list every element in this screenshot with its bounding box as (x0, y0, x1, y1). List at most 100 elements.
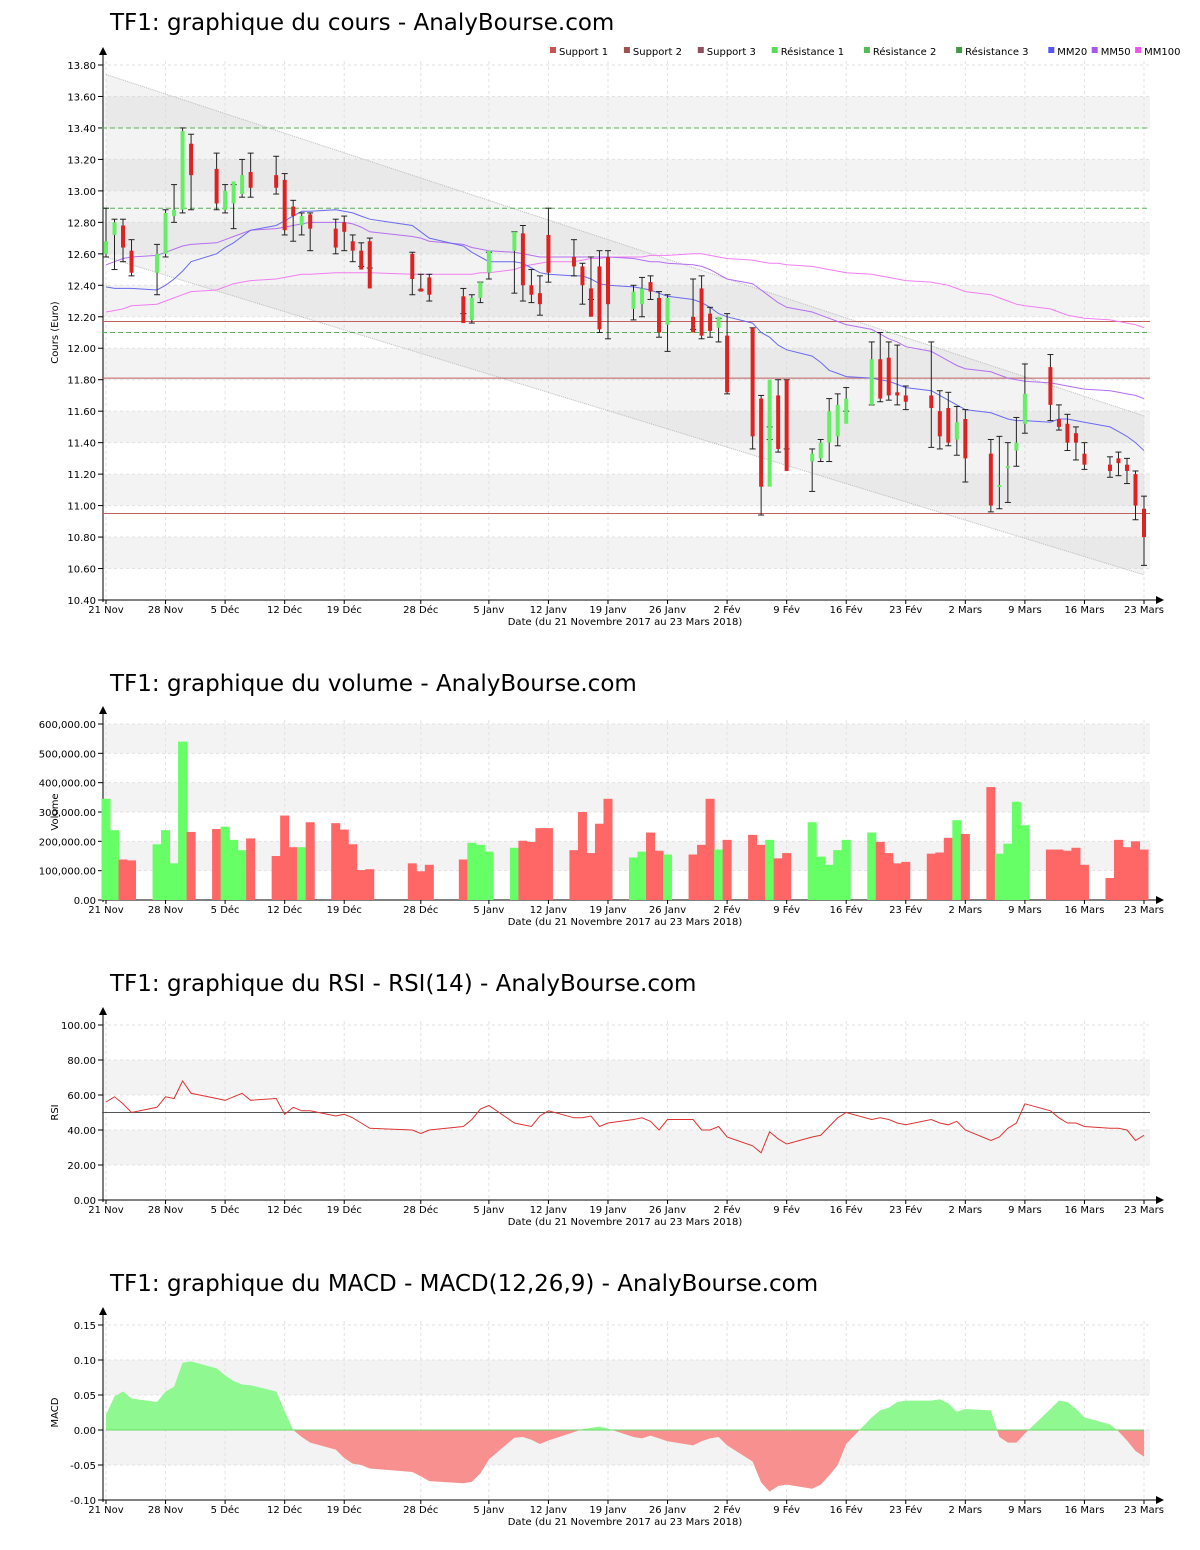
rsi-y-tick-label: 0.00 (74, 1196, 96, 1207)
price-grid-band (102, 411, 1150, 443)
macd-x-tick-label: 21 Nov (88, 1505, 124, 1516)
macd-y-tick-label: -0.05 (70, 1461, 96, 1472)
macd-x-tick-label: 9 Fév (773, 1504, 800, 1516)
rsi-x-tick-label: 28 Nov (148, 1205, 184, 1216)
candle-body-down (1107, 464, 1112, 471)
price-x-tick-label: 19 Déc (327, 604, 362, 616)
volume-bar-up (663, 854, 673, 900)
volume-y-tick-label: 600,000.00 (39, 720, 96, 731)
price-y-tick-label: 11.60 (67, 407, 96, 418)
volume-x-tick-label: 21 Nov (88, 905, 124, 916)
price-x-tick-label: 21 Nov (88, 605, 124, 616)
candle-body-up (827, 411, 832, 443)
volume-bar-down (577, 812, 587, 900)
price-x-tick-label: 23 Fév (889, 604, 922, 616)
volume-x-tick-label: 19 Janv (589, 905, 626, 916)
candle-body-down (308, 214, 313, 229)
price-y-tick-label: 12.20 (67, 313, 96, 324)
volume-bar-up (484, 851, 494, 900)
volume-bar-up (824, 864, 834, 900)
mm50-line (105, 221, 1145, 400)
candle-body-down (929, 395, 934, 409)
candle-body-down (903, 395, 908, 402)
legend-label: Résistance 2 (873, 46, 936, 58)
price-y-tick-label: 11.20 (67, 470, 96, 481)
macd-negative-area (106, 1430, 1144, 1492)
candle-body-up (112, 222, 117, 235)
rsi-chart-title: TF1: graphique du RSI - RSI(14) - AnalyB… (110, 971, 697, 997)
volume-bar-down (1062, 850, 1072, 900)
macd-y-tick-label: -0.10 (70, 1496, 96, 1507)
volume-x-tick-label: 16 Mars (1064, 905, 1104, 916)
legend-label: Résistance 3 (965, 46, 1028, 58)
price-y-tick-label: 13.80 (67, 61, 96, 72)
macd-x-tick-label: 19 Déc (327, 1504, 362, 1516)
volume-axes: 0.00 100,000.00 200,000.00 300,000.00 400,00… (39, 706, 1164, 928)
volume-bar-up (867, 832, 877, 900)
volume-bar-down (722, 839, 732, 900)
trend-channel-fill (106, 74, 1144, 575)
candle-body-up (631, 291, 636, 309)
volume-bar-up (994, 853, 1004, 900)
price-grid-band (102, 96, 1150, 128)
macd-x-tick-label: 9 Mars (1008, 1505, 1042, 1516)
rsi-y-tick-label: 20.00 (67, 1161, 96, 1172)
candle-body-down (537, 293, 542, 305)
rsi-x-tick-label: 2 Fév (714, 1204, 741, 1216)
price-y-tick-label: 11.80 (67, 376, 96, 387)
volume-bar-down (782, 853, 792, 900)
macd-x-tick-label: 19 Janv (589, 1505, 626, 1516)
candle-body-up (665, 297, 670, 325)
volume-bar-down (943, 837, 953, 900)
price-legend: Support 1 Support 2 Support 3 Résistance 1 R… (550, 46, 1180, 58)
legend-label: Résistance 1 (781, 46, 844, 58)
candle-body-down (1048, 367, 1053, 405)
volume-bar-down (271, 856, 281, 900)
candle-body-down (963, 419, 968, 459)
legend-swatch (956, 47, 963, 53)
price-y-tick-label: 13.20 (67, 155, 96, 166)
rsi-grid-band (102, 1130, 1150, 1165)
price-y-tick-label: 13.40 (67, 124, 96, 135)
volume-x-tick-label: 2 Mars (949, 905, 983, 916)
legend-swatch (863, 47, 870, 53)
candle-body-down (121, 225, 126, 248)
volume-bar-up (475, 844, 485, 900)
candle-body-down (129, 250, 134, 273)
candle-body-down (274, 175, 279, 188)
volume-bar-down (424, 864, 434, 900)
candle-body-up (835, 404, 840, 437)
candle-body-down (520, 233, 525, 286)
candle-body-down (546, 234, 551, 273)
candle-body-down (657, 297, 662, 333)
candle-body-up (180, 131, 185, 210)
macd-y-axis-arrow (99, 1307, 107, 1315)
volume-bar-up (1003, 843, 1013, 900)
macd-x-tick-label: 16 Mars (1064, 1505, 1104, 1516)
volume-x-tick-label: 2 Fév (714, 904, 741, 916)
candle-body-up (240, 175, 245, 195)
volume-x-tick-label: 23 Fév (889, 904, 922, 916)
volume-bar-down (1139, 849, 1149, 900)
volume-bar-up (714, 849, 724, 900)
candle-body-down (784, 379, 789, 471)
legend-swatch (771, 47, 778, 53)
volume-x-tick-label: 26 Janv (649, 905, 686, 916)
volume-bar-down (569, 850, 579, 900)
volume-bar-down (1071, 847, 1081, 900)
candle-body-down (1082, 453, 1087, 465)
macd-x-tick-label: 26 Janv (649, 1505, 686, 1516)
volume-bar-down (356, 870, 366, 900)
candle-body-down (427, 277, 432, 295)
volume-bar-down (186, 831, 196, 900)
price-levels (102, 127, 1150, 514)
macd-y-tick-label: 0.05 (74, 1391, 96, 1402)
volume-grid-band (102, 724, 1150, 754)
volume-bar-up (952, 820, 962, 900)
rsi-x-tick-label: 5 Déc (211, 1204, 240, 1216)
macd-x-tick-label: 12 Janv (530, 1505, 567, 1516)
volume-bar-down (901, 861, 911, 900)
trend-channel (105, 73, 1145, 576)
volume-bar-down (348, 844, 358, 900)
price-y-tick-label: 12.40 (67, 281, 96, 292)
